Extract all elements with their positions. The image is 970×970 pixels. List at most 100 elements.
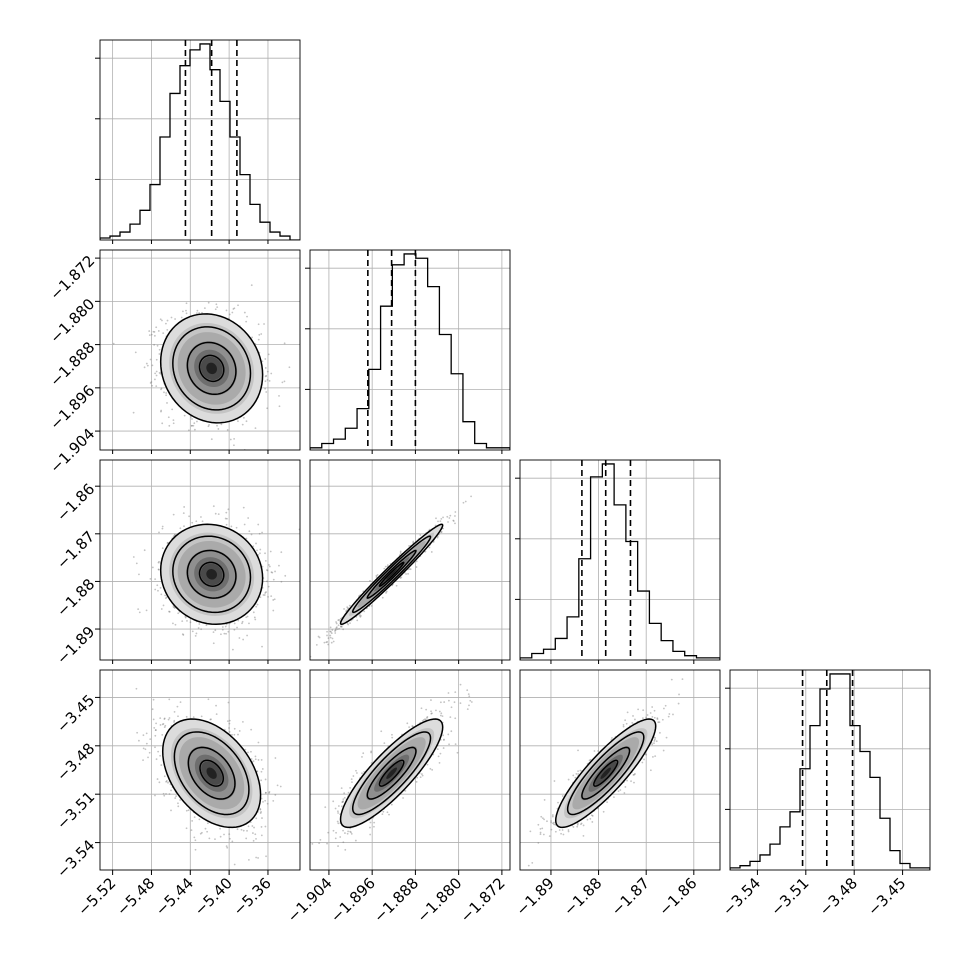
sample-point [334, 632, 337, 634]
sample-point [442, 734, 444, 737]
sample-point [144, 748, 147, 751]
sample-point [267, 595, 269, 598]
sample-point [155, 370, 158, 373]
sample-point [203, 307, 206, 310]
sample-point [352, 775, 355, 777]
sample-point [161, 734, 164, 736]
sample-point [193, 428, 196, 431]
sample-point [242, 506, 245, 509]
sample-point [228, 833, 231, 836]
histogram-bin [555, 638, 567, 660]
sample-point [332, 640, 335, 643]
sample-point [161, 319, 163, 322]
histogram-bin [591, 477, 603, 660]
histogram-panel-2 [515, 459, 721, 661]
sample-point [356, 619, 359, 622]
sample-point [247, 751, 249, 754]
sample-point [173, 721, 175, 723]
sample-point [247, 517, 250, 519]
sample-point [347, 623, 350, 626]
density-contour [186, 341, 237, 396]
sample-point [430, 710, 432, 713]
density-contour [172, 326, 252, 411]
histogram-bin [544, 649, 556, 660]
sample-point [527, 864, 530, 867]
sample-point [404, 789, 407, 792]
sample-point [405, 573, 407, 575]
sample-point [419, 534, 422, 536]
sample-point [450, 730, 453, 733]
sample-point [182, 634, 185, 636]
sample-point [135, 562, 138, 565]
sample-point [243, 523, 246, 526]
sample-point [420, 707, 423, 710]
sample-point [274, 757, 277, 759]
sample-point [243, 311, 246, 314]
sample-point [263, 594, 266, 596]
sample-point [661, 718, 664, 721]
sample-point [677, 702, 680, 705]
sample-point [151, 364, 154, 367]
sample-point [159, 586, 162, 589]
sample-point [207, 301, 210, 304]
sample-point [654, 737, 657, 739]
sample-point [582, 824, 585, 827]
histogram-bin [770, 844, 780, 870]
density-shade [206, 362, 217, 375]
sample-point [625, 722, 628, 725]
sample-point [446, 515, 449, 518]
sample-point [241, 423, 244, 426]
sample-point [258, 333, 261, 336]
sample-point [548, 835, 551, 838]
sample-point [381, 813, 384, 816]
sample-point [442, 516, 444, 519]
sample-point [170, 789, 172, 792]
sample-point [579, 769, 582, 772]
histogram-bin [200, 44, 210, 240]
sample-point [260, 759, 263, 761]
sample-point [194, 839, 197, 842]
sample-point [135, 687, 138, 690]
sample-point [242, 829, 245, 832]
sample-point [154, 746, 156, 749]
sample-point [278, 394, 280, 397]
x-tick-label: −1.87 [608, 874, 653, 919]
sample-point [174, 797, 177, 799]
scatter-panel-3-1 [309, 669, 511, 871]
sample-point [440, 530, 443, 533]
y-tick-label: −1.86 [53, 480, 98, 525]
sample-point [237, 420, 239, 423]
sample-point [443, 738, 445, 741]
sample-point [384, 565, 387, 568]
sample-point [327, 637, 330, 640]
sample-point [359, 615, 362, 618]
sample-point [425, 708, 428, 711]
sample-point [276, 784, 279, 787]
sample-point [441, 715, 444, 718]
sample-point [589, 817, 592, 820]
sample-point [233, 437, 236, 440]
density-contour [187, 746, 236, 800]
histogram-bin [381, 306, 393, 450]
sample-point [231, 733, 233, 736]
sample-point [464, 500, 467, 503]
sample-point [645, 753, 648, 756]
sample-point [174, 318, 176, 320]
y-tick-label: −1.87 [53, 527, 98, 572]
sample-point [359, 614, 362, 617]
sample-point [241, 622, 243, 625]
sample-point [164, 597, 167, 600]
sample-point [244, 748, 247, 751]
sample-point [361, 772, 363, 775]
histogram-bin [404, 254, 416, 450]
density-contour [339, 718, 444, 829]
sample-point [164, 594, 167, 597]
sample-point [155, 326, 158, 329]
sample-point [228, 731, 231, 733]
sample-point [155, 722, 157, 725]
sample-point [177, 612, 180, 615]
sample-point [225, 309, 228, 312]
y-tick-label: −1.872 [46, 252, 98, 304]
histogram-bin [579, 559, 591, 660]
